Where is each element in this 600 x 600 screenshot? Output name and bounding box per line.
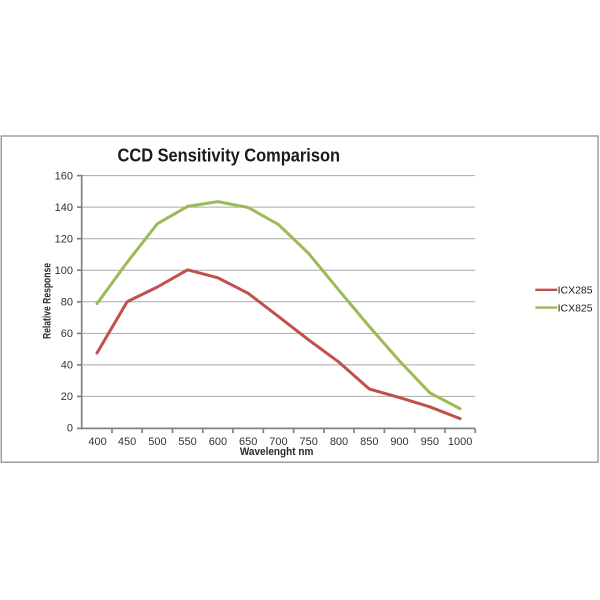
svg-text:20: 20 — [61, 391, 73, 403]
svg-text:160: 160 — [55, 170, 73, 182]
svg-text:450: 450 — [118, 436, 136, 448]
svg-text:CCD Sensitivity Comparison: CCD Sensitivity Comparison — [118, 145, 341, 166]
svg-text:650: 650 — [239, 436, 257, 448]
svg-text:Wavelenght nm: Wavelenght nm — [240, 446, 314, 458]
svg-text:80: 80 — [61, 297, 73, 309]
svg-text:Relative Response: Relative Response — [42, 263, 54, 339]
svg-text:100: 100 — [55, 265, 73, 277]
svg-text:40: 40 — [61, 360, 73, 372]
svg-text:ICX825: ICX825 — [558, 302, 593, 314]
svg-text:ICX285: ICX285 — [558, 285, 593, 297]
svg-text:950: 950 — [421, 436, 439, 448]
svg-text:850: 850 — [360, 436, 378, 448]
svg-text:0: 0 — [67, 423, 73, 435]
svg-text:800: 800 — [330, 436, 348, 448]
svg-text:1000: 1000 — [448, 436, 472, 448]
svg-text:600: 600 — [209, 436, 227, 448]
svg-text:140: 140 — [55, 202, 73, 214]
svg-text:400: 400 — [88, 436, 106, 448]
svg-text:750: 750 — [300, 436, 318, 448]
svg-text:120: 120 — [55, 233, 73, 245]
svg-text:700: 700 — [269, 436, 287, 448]
svg-text:550: 550 — [178, 436, 196, 448]
svg-text:900: 900 — [390, 436, 408, 448]
svg-text:500: 500 — [148, 436, 166, 448]
svg-text:60: 60 — [61, 328, 73, 340]
